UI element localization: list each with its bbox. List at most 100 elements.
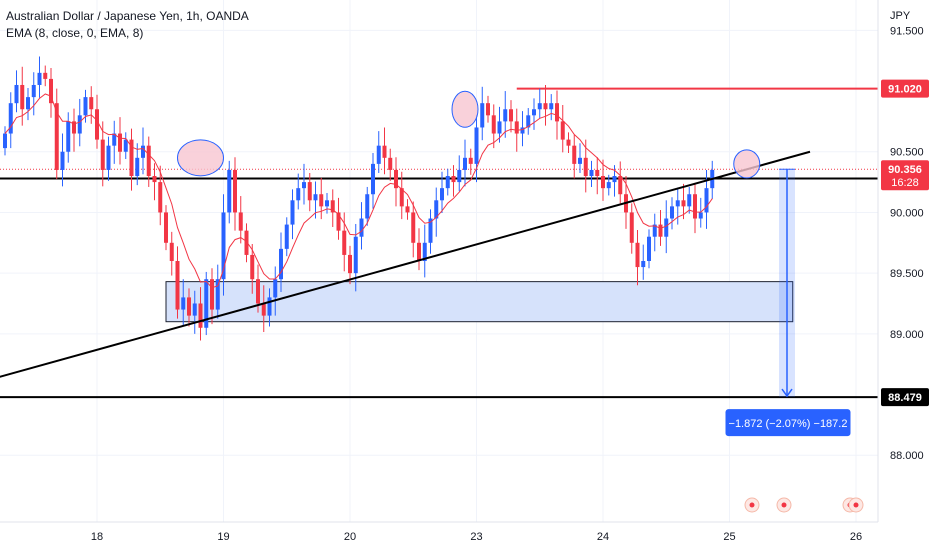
candle-body [376,145,381,164]
candle-body [95,109,99,140]
candle-body [543,103,548,110]
candle-body [307,182,312,201]
candle [422,224,427,278]
candle [365,186,370,226]
x-tick-label: 19 [217,531,229,543]
candle-body [388,157,393,170]
highlight-ellipse [451,90,479,128]
candle [31,72,36,116]
candle [175,246,180,319]
candle-body [77,115,82,134]
x-tick-label: 20 [344,531,356,543]
candle [221,194,226,296]
candle [169,231,174,276]
candle [394,157,398,207]
candle [457,155,462,192]
candle [681,183,686,220]
candle-body [353,236,358,274]
y-tick-label: 89.500 [890,268,924,280]
candle-body [601,176,605,189]
candle-body [480,103,485,128]
candle [296,173,301,210]
candle-body [526,115,531,128]
price-label: 88.479 [888,392,922,404]
candle [250,244,255,294]
candle-body [325,200,329,207]
candle [388,148,393,181]
candle-body [514,121,519,134]
candle-body [106,145,111,170]
candle [520,111,525,147]
candle [89,86,94,124]
candle [463,139,467,187]
candle [54,88,59,180]
candle-body [359,218,364,237]
candle [290,189,295,240]
candle [629,203,634,254]
candle [72,108,76,152]
candle-body [49,78,53,104]
price-axis[interactable]: 91.500 90.500 90.000 89.500 89.000 88.000 [890,25,924,462]
event-markers[interactable] [744,497,864,513]
candle [100,121,105,187]
candle-body [486,103,490,116]
candle [325,193,329,214]
candle [382,127,387,175]
current-price-box [881,160,929,191]
candle-body [698,212,703,219]
support-zone [165,281,794,323]
candle-body [26,97,30,110]
candle [279,232,283,292]
candle [693,183,697,234]
candle-body [336,212,341,231]
candle [687,186,692,214]
candle-body [445,176,450,189]
candle-body [652,224,657,237]
candle [474,114,479,183]
candle [670,197,674,230]
candle [158,165,163,226]
candle-body [589,169,594,177]
candle-body [687,194,692,207]
event-icon [776,497,792,513]
candle-body [221,212,226,280]
candle-body [284,224,289,249]
candle [215,264,220,319]
candle-body [405,206,410,213]
candle-body [612,176,617,183]
candle-body [348,254,352,274]
candle [342,212,347,272]
candle [284,217,289,257]
time-axis[interactable]: 18 19 20 23 24 25 26 [91,531,862,543]
candle [37,56,42,98]
candle-body [152,176,157,183]
candle [60,133,65,187]
candle-body [675,200,680,207]
candle [486,95,490,123]
price-label: 91.020 [888,84,922,96]
candle-body [290,200,295,225]
candle-body [394,169,398,189]
trendline [0,150,811,378]
horizontal-lines [0,87,878,399]
candle [227,160,232,224]
candle-body [37,72,42,85]
candle-body [428,218,433,243]
candle-body [54,103,59,170]
candle [319,177,324,220]
price-label-box [881,388,929,407]
candle-body [371,163,375,195]
candle-body [440,188,444,201]
candle [503,91,508,138]
highlight-ellipse [733,149,761,179]
candle [198,287,203,341]
candle-body [146,145,151,177]
candle-body [72,121,76,134]
candle [233,157,237,231]
candle [238,196,243,244]
candle-body [123,139,128,152]
candle-body [20,84,25,110]
candle-body [233,169,237,213]
